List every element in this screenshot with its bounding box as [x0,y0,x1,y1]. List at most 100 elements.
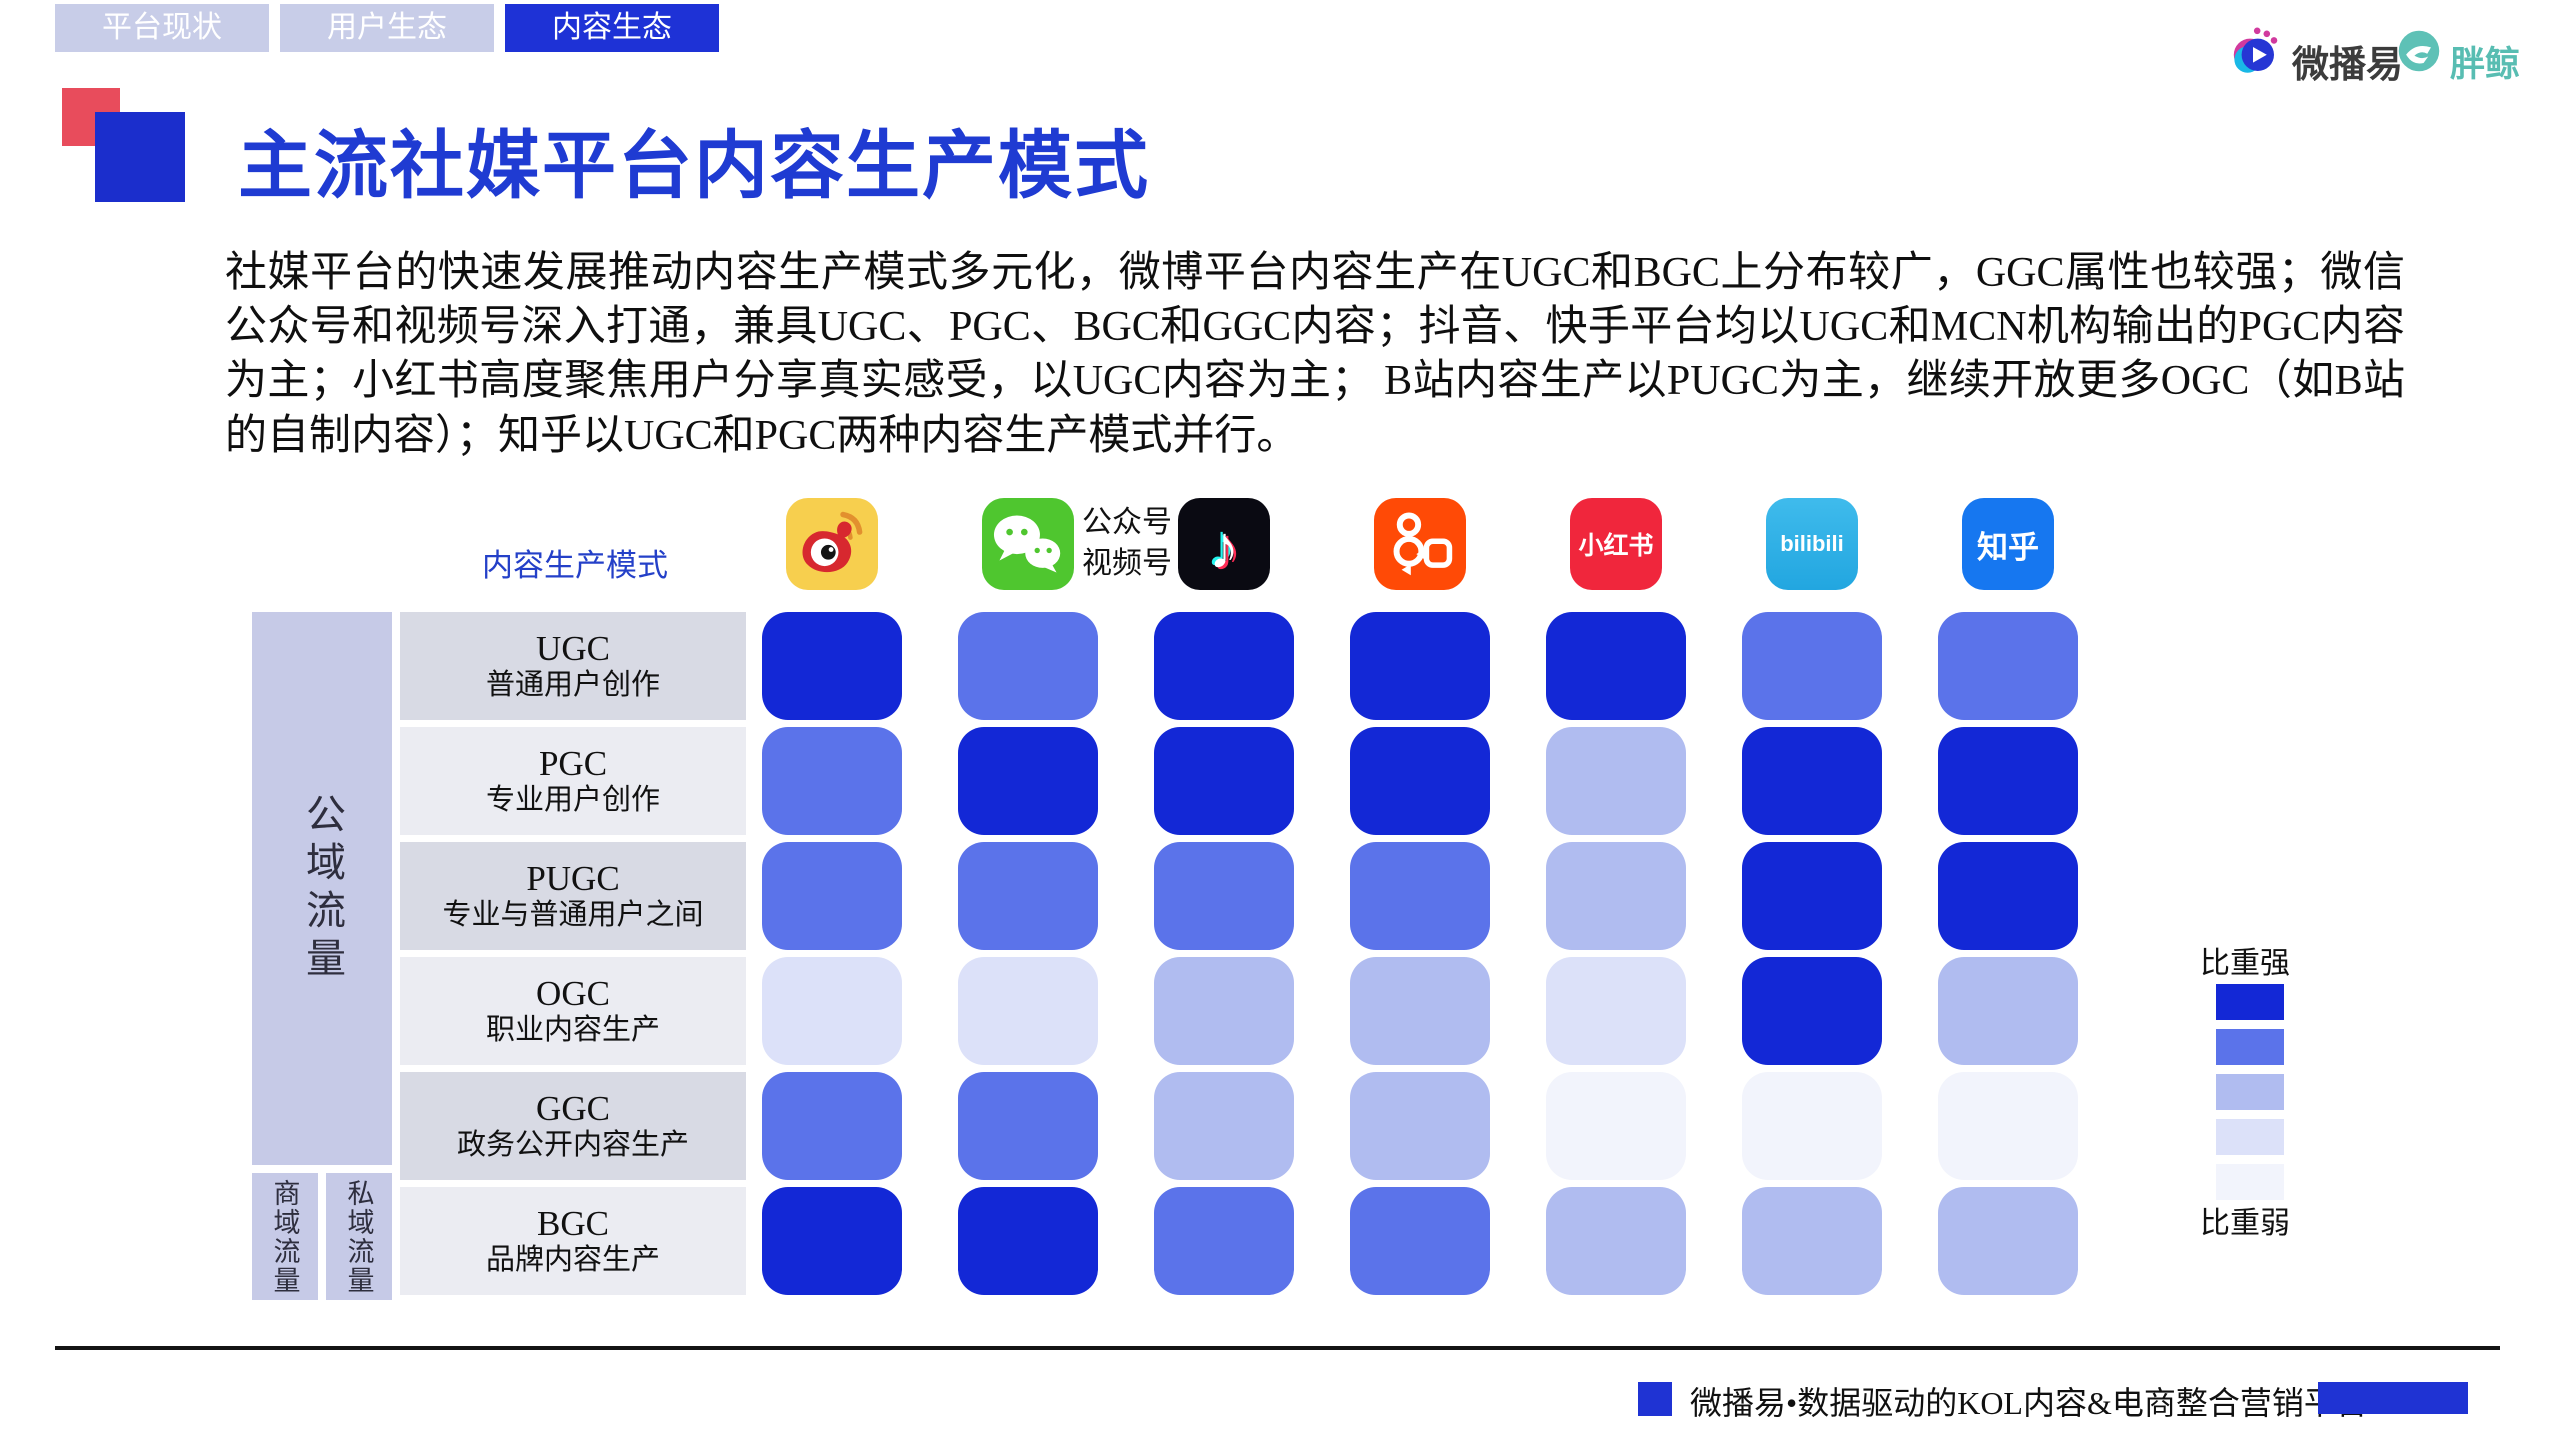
heat-cell-GGC-wechat [958,1072,1098,1180]
row-desc-UGC: 普通用户创作 [485,669,660,702]
intro-paragraph: 社媒平台的快速发展推动内容生产模式多元化，微博平台内容生产在UGC和BGC上分布… [225,250,2405,459]
legend-strong-label: 比重强 [2200,947,2290,980]
row-desc-OGC: 职业内容生产 [485,1014,660,1047]
heat-cell-GGC-douyin [1154,1072,1294,1180]
heat-cell-UGC-zhihu [1938,612,2078,720]
legend-swatch-level-1 [2216,984,2284,1020]
row-code-GGC: GGC [536,1089,610,1129]
heat-cell-PUGC-xiaohongshu [1546,842,1686,950]
xiaohongshu-app-icon-text: 小红书 [1578,532,1654,560]
legend-swatch-level-4 [2216,1119,2284,1155]
heat-cell-PUGC-weibo [762,842,902,950]
row-group-private-traffic: 私域流量 [326,1173,392,1300]
row-header-PGC: PGC 专业用户创作 [400,727,746,835]
zhihu-app-icon: 知乎 [1962,498,2054,590]
heat-cell-UGC-wechat [958,612,1098,720]
heat-cell-BGC-kuaishou [1350,1187,1490,1295]
weiboyi-logo-text: 微播易 [2292,44,2403,85]
footer-blue-bar [2318,1382,2468,1414]
row-desc-BGC: 品牌内容生产 [485,1244,660,1277]
pangjing-logo-icon [2398,30,2440,72]
row-code-PUGC: PUGC [526,859,620,899]
heat-cell-PGC-kuaishou [1350,727,1490,835]
heat-cell-BGC-bilibili [1742,1187,1882,1295]
tab-bar: 平台现状 用户生态 内容生态 [55,4,719,52]
heat-cell-BGC-douyin [1154,1187,1294,1295]
row-code-UGC: UGC [536,629,610,669]
heat-cell-UGC-weibo [762,612,902,720]
heat-cell-OGC-bilibili [1742,957,1882,1065]
footer-blue-square [1638,1382,1672,1416]
douyin-app-icon: ♪ ♪ ♪ [1178,498,1270,590]
heat-cell-OGC-weibo [762,957,902,1065]
tab-内容生态[interactable]: 内容生态 [505,4,719,52]
heat-cell-PGC-bilibili [1742,727,1882,835]
bilibili-app-icon-text: bilibili [1780,531,1844,556]
heat-cell-PUGC-kuaishou [1350,842,1490,950]
row-code-PGC: PGC [538,744,608,784]
row-code-BGC: BGC [537,1204,609,1244]
tab-平台现状[interactable]: 平台现状 [55,4,269,52]
heat-cell-BGC-zhihu [1938,1187,2078,1295]
bilibili-app-icon: bilibili [1766,498,1858,590]
heat-cell-GGC-bilibili [1742,1072,1882,1180]
svg-text:♪: ♪ [1209,515,1239,582]
heat-cell-UGC-xiaohongshu [1546,612,1686,720]
heat-cell-BGC-xiaohongshu [1546,1187,1686,1295]
row-header-GGC: GGC 政务公开内容生产 [400,1072,746,1180]
heat-cell-PUGC-douyin [1154,842,1294,950]
heat-cell-PUGC-wechat [958,842,1098,950]
row-header-UGC: UGC 普通用户创作 [400,612,746,720]
heat-cell-OGC-kuaishou [1350,957,1490,1065]
wechat-app-icon [982,498,1074,590]
row-group-public-traffic: 公域流量 [252,612,392,1165]
row-header-OGC: OGC 职业内容生产 [400,957,746,1065]
heat-cell-OGC-douyin [1154,957,1294,1065]
heat-cell-UGC-bilibili [1742,612,1882,720]
zhihu-app-icon-text: 知乎 [1977,529,2039,565]
heat-cell-UGC-douyin [1154,612,1294,720]
legend-swatch-level-5 [2216,1164,2284,1200]
svg-text:♪: ♪ [1212,517,1242,584]
heat-cell-UGC-kuaishou [1350,612,1490,720]
heat-cell-OGC-xiaohongshu [1546,957,1686,1065]
row-group-commercial-traffic: 商域流量 [252,1173,318,1300]
heat-cell-PUGC-bilibili [1742,842,1882,950]
heat-cell-PGC-wechat [958,727,1098,835]
footer-divider [55,1346,2500,1350]
heat-cell-PGC-xiaohongshu [1546,727,1686,835]
heat-cell-OGC-zhihu [1938,957,2078,1065]
svg-text:♪: ♪ [1206,513,1236,580]
heat-cell-GGC-xiaohongshu [1546,1072,1686,1180]
tab-用户生态[interactable]: 用户生态 [280,4,494,52]
heat-cell-PGC-douyin [1154,727,1294,835]
heat-cell-GGC-zhihu [1938,1072,2078,1180]
heat-cell-GGC-weibo [762,1072,902,1180]
wechat-caption-line2: 视频号 [1082,546,1172,580]
heat-cell-OGC-wechat [958,957,1098,1065]
row-code-OGC: OGC [536,974,610,1014]
legend-swatch-level-2 [2216,1029,2284,1065]
row-desc-GGC: 政务公开内容生产 [456,1129,689,1162]
heat-cell-PGC-weibo [762,727,902,835]
wechat-caption: 公众号 视频号 [1082,503,1172,584]
row-desc-PGC: 专业用户创作 [485,784,660,817]
row-header-BGC: BGC 品牌内容生产 [400,1187,746,1295]
title-deco-blue-square [95,112,185,202]
heat-cell-PUGC-zhihu [1938,842,2078,950]
heat-cell-BGC-wechat [958,1187,1098,1295]
heat-cell-BGC-weibo [762,1187,902,1295]
weibo-app-icon [786,498,878,590]
wechat-caption-line1: 公众号 [1082,506,1172,539]
legend-swatch-level-3 [2216,1074,2284,1110]
pangjing-logo-text: 胖鲸 [2450,45,2521,84]
row-desc-PUGC: 专业与普通用户之间 [442,899,704,932]
matrix-axis-label: 内容生产模式 [482,548,668,583]
kuaishou-app-icon [1374,498,1466,590]
page-title: 主流社媒平台内容生产模式 [238,126,1150,208]
heat-cell-PGC-zhihu [1938,727,2078,835]
weiboyi-logo-icon [2233,27,2278,73]
legend-weak-label: 比重弱 [2200,1207,2290,1240]
xiaohongshu-app-icon: 小红书 [1570,498,1662,590]
